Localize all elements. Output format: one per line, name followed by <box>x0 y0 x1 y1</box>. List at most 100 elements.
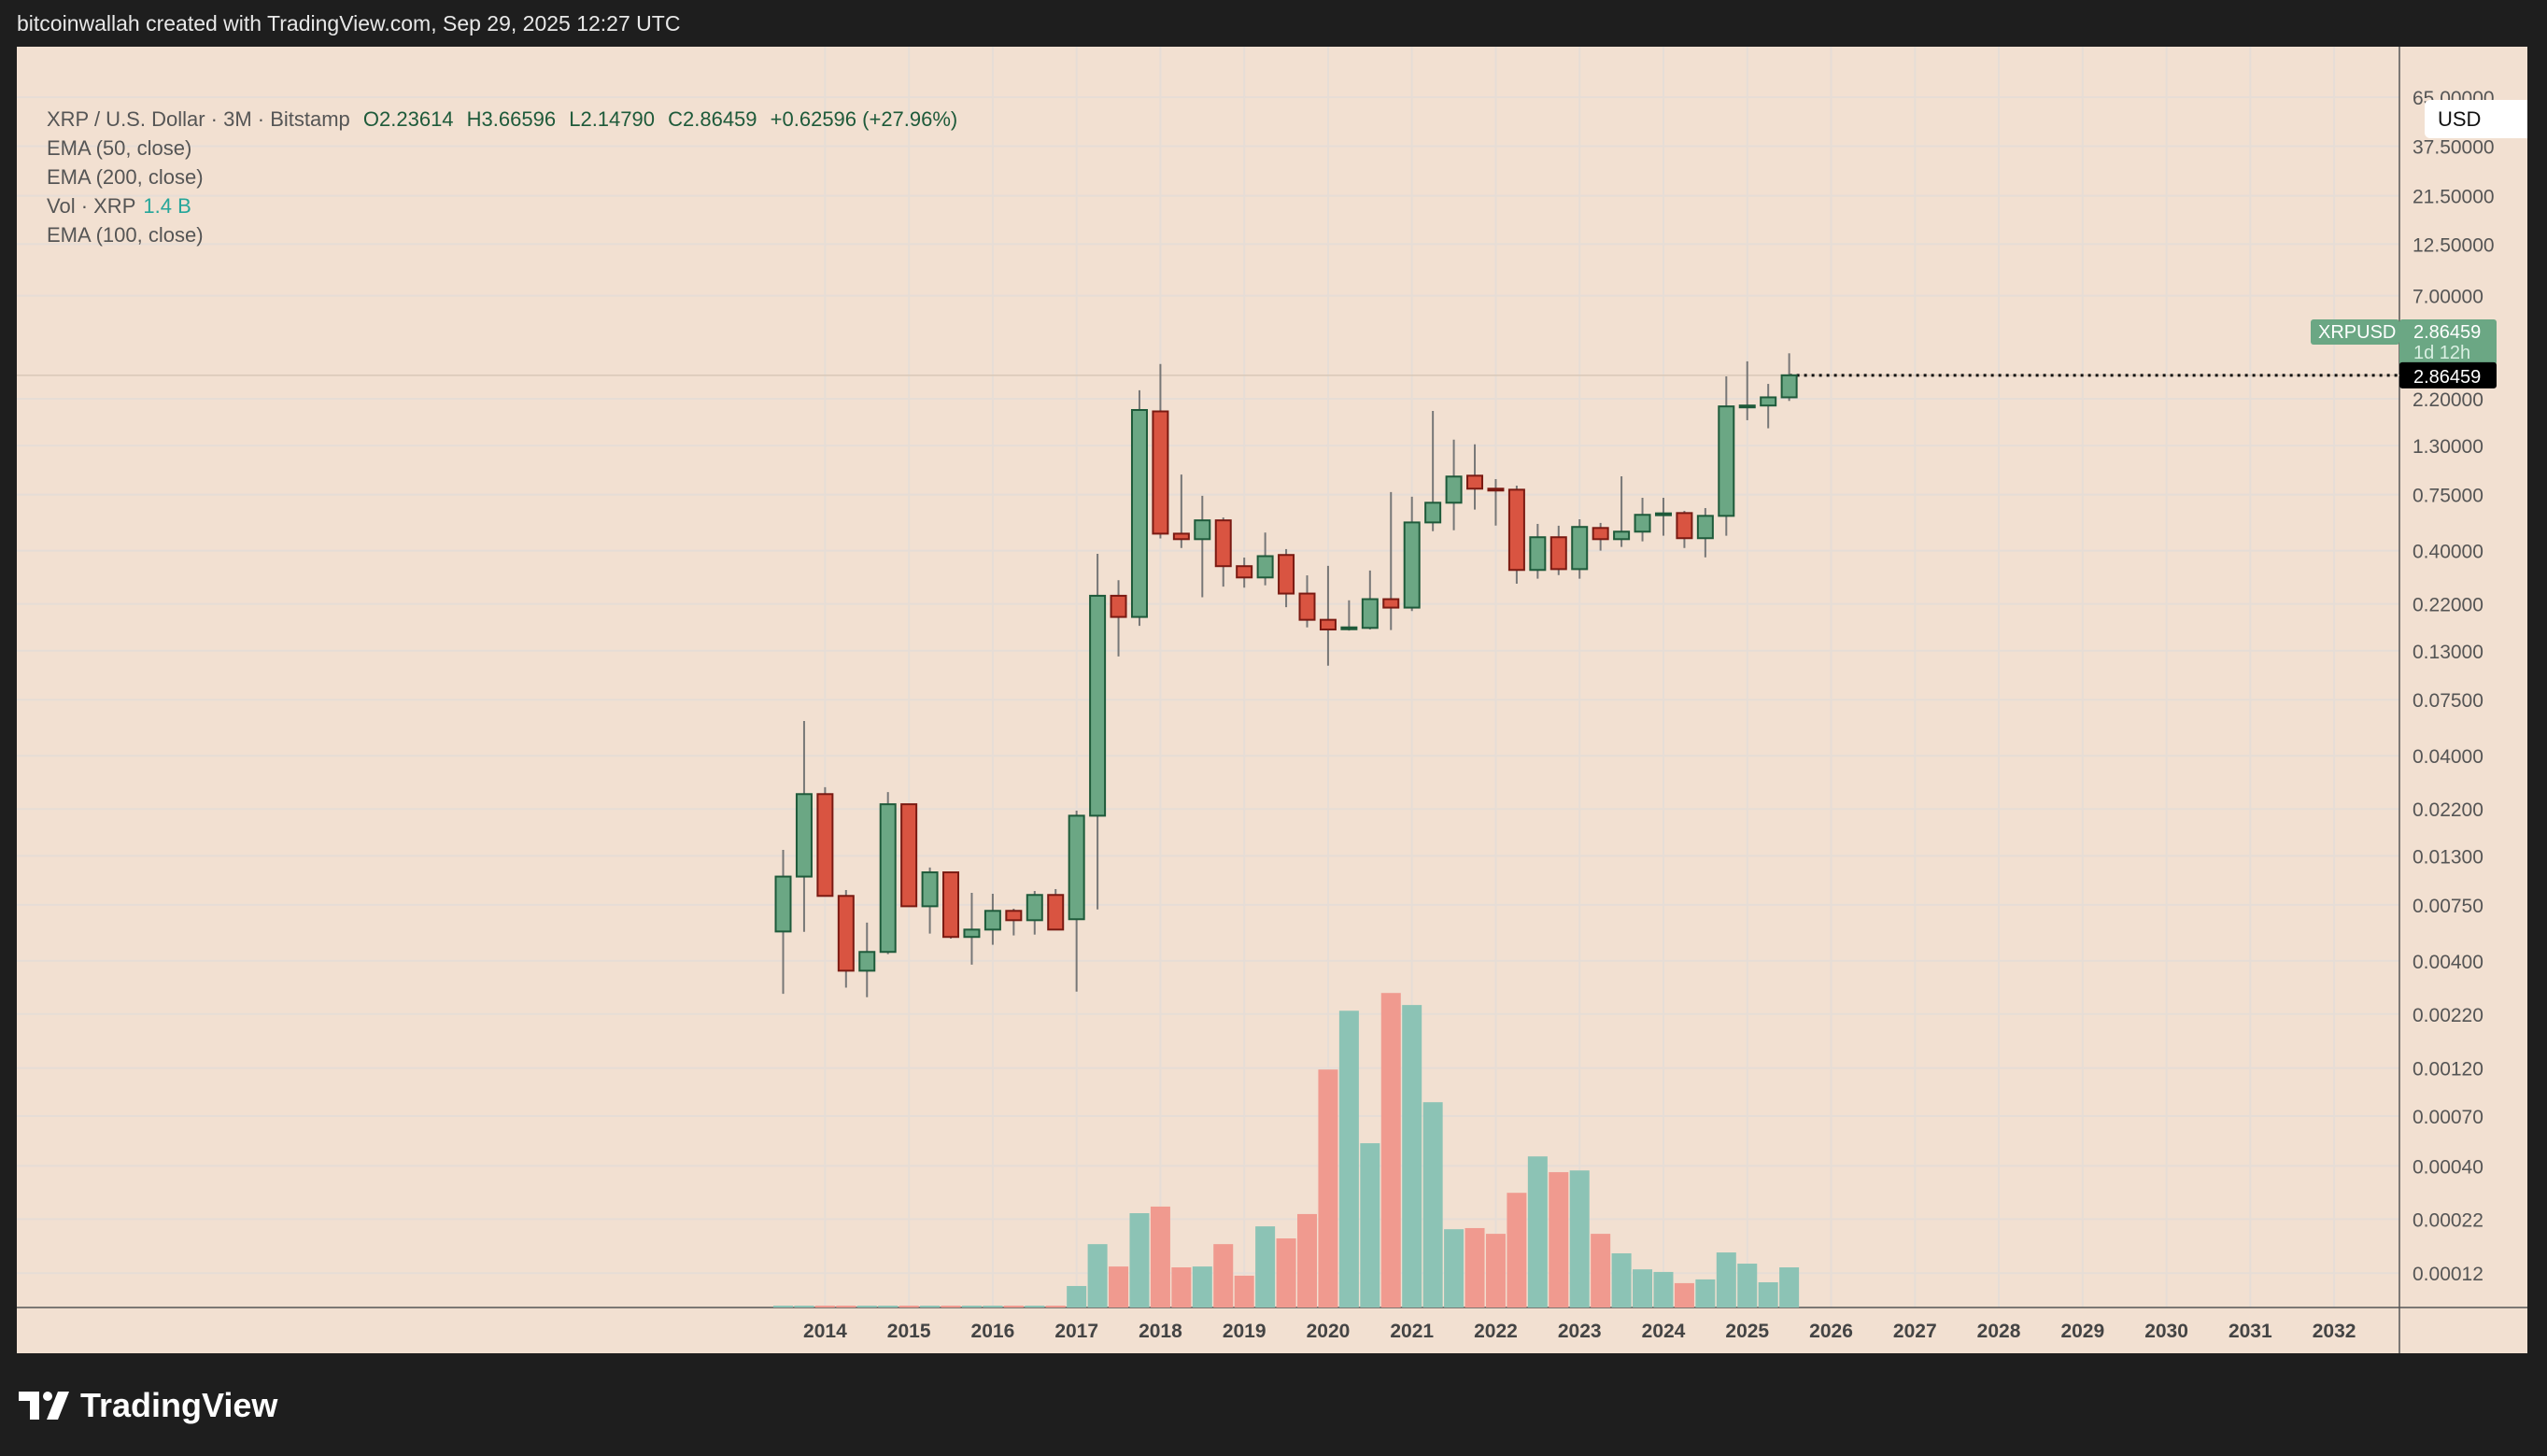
volume-bar <box>1737 1264 1758 1308</box>
price-axis-label: 21.50000 <box>2413 187 2495 208</box>
candle-body <box>1529 536 1547 572</box>
time-axis-label: 2026 <box>1809 1321 1853 1342</box>
volume-bar <box>1549 1172 1569 1308</box>
volume-bar <box>1192 1266 1212 1308</box>
price-axis-label: 0.00070 <box>2413 1107 2483 1128</box>
price-axis-label: 12.50000 <box>2413 234 2495 256</box>
price-axis-label: 0.00400 <box>2413 952 2483 973</box>
time-axis-label: 2018 <box>1139 1321 1182 1342</box>
price-axis-label: 0.00220 <box>2413 1005 2483 1026</box>
indicator-volume[interactable]: Vol · XRP 1.4 B <box>47 191 957 220</box>
volume-bar <box>1527 1156 1548 1308</box>
volume-bar <box>920 1306 941 1308</box>
chart-legend: XRP / U.S. Dollar · 3M · Bitstamp O2.236… <box>47 105 957 249</box>
tradingview-logo[interactable]: TradingView <box>19 1386 277 1425</box>
chart-pane[interactable]: 65.00000 37.50000 21.50000 12.50000 7.00000 2… <box>17 47 2527 1353</box>
volume-bar <box>1485 1234 1506 1308</box>
candle-body <box>816 793 834 898</box>
indicator-ema50[interactable]: EMA (50, close) <box>47 136 192 160</box>
candle-body <box>1298 592 1316 621</box>
volume-bar <box>1380 993 1401 1308</box>
time-axis-label: 2017 <box>1054 1321 1098 1342</box>
candle-body <box>1110 594 1127 618</box>
volume-bar <box>794 1306 814 1308</box>
time-axis-label: 2030 <box>2144 1321 2188 1342</box>
candle-body <box>1634 514 1651 533</box>
price-axis-label: 0.22000 <box>2413 595 2483 616</box>
volume-bar <box>899 1306 919 1308</box>
volume-bar <box>773 1306 793 1308</box>
candle-body <box>1654 512 1672 516</box>
time-axis-label: 2022 <box>1474 1321 1518 1342</box>
symbol-title: XRP / U.S. Dollar · 3M · Bitstamp <box>47 107 350 131</box>
candle-body <box>1466 474 1484 490</box>
candle-body <box>1278 554 1295 595</box>
time-axis-label: 2032 <box>2313 1321 2356 1342</box>
candle-body <box>1696 515 1714 540</box>
volume-bar <box>1276 1238 1296 1308</box>
time-axis-label: 2021 <box>1390 1321 1434 1342</box>
currency-button[interactable]: USD <box>2425 100 2527 138</box>
indicator-ema100[interactable]: EMA (100, close) <box>47 223 204 247</box>
candle-body <box>1026 894 1043 922</box>
candle-body <box>1738 404 1756 409</box>
volume-bar <box>1779 1267 1800 1308</box>
volume-bar <box>1465 1227 1485 1308</box>
volume-bar <box>1695 1279 1716 1308</box>
candlestick-chart[interactable]: 65.0000037.5000021.5000012.500007.000002… <box>17 47 2527 1353</box>
candle-body <box>1424 502 1442 524</box>
time-axis-label: 2027 <box>1893 1321 1937 1342</box>
price-axis-label: 0.04000 <box>2413 746 2483 768</box>
volume-bar <box>1109 1266 1129 1308</box>
candle-body <box>1676 512 1693 540</box>
candle-body <box>1152 410 1169 535</box>
volume-bar <box>1003 1306 1024 1308</box>
time-axis-label: 2016 <box>971 1321 1015 1342</box>
candle-body <box>1760 396 1777 407</box>
price-axis-label: 0.13000 <box>2413 642 2483 663</box>
price-axis-label: 0.00750 <box>2413 896 2483 917</box>
candle-body <box>983 910 1001 931</box>
candle-body <box>1592 527 1609 541</box>
volume-bar <box>1318 1069 1338 1308</box>
price-axis-label: 0.01300 <box>2413 846 2483 868</box>
volume-value: 1.4 B <box>143 194 191 218</box>
volume-bar <box>1402 1005 1422 1308</box>
volume-bar <box>1297 1213 1317 1308</box>
tradingview-logo-icon <box>19 1392 69 1420</box>
crosshair-price-tag <box>2399 361 2497 389</box>
volume-bar <box>1234 1275 1254 1308</box>
ohlc-change: +0.62596 (+27.96%) <box>770 107 958 131</box>
volume-bar <box>1611 1252 1632 1308</box>
candle-body <box>942 871 960 939</box>
time-axis-label: 2014 <box>803 1321 847 1342</box>
price-axis-label: 0.00012 <box>2413 1264 2483 1285</box>
candle-body <box>963 928 981 939</box>
candle-body <box>1403 521 1421 609</box>
candle-body <box>1361 598 1379 629</box>
indicator-ema200[interactable]: EMA (200, close) <box>47 165 204 189</box>
volume-bar <box>1716 1252 1736 1308</box>
bar-countdown: 1d 12h <box>2413 343 2470 363</box>
volume-bar <box>983 1306 1003 1308</box>
ohlc-high: H3.66596 <box>466 107 557 131</box>
candle-body <box>1340 626 1358 630</box>
candle-body <box>1549 536 1567 571</box>
candle-body <box>1507 488 1525 572</box>
time-axis-label: 2025 <box>1725 1321 1769 1342</box>
candle-body <box>900 803 918 908</box>
price-axis-label: 0.02200 <box>2413 799 2483 821</box>
volume-bar <box>1422 1102 1443 1308</box>
ohlc-close: C2.86459 <box>668 107 757 131</box>
candle-body <box>774 875 792 933</box>
symbol-legend-row[interactable]: XRP / U.S. Dollar · 3M · Bitstamp O2.236… <box>47 105 957 134</box>
time-axis-label: 2028 <box>1977 1321 2021 1342</box>
volume-bar <box>878 1306 899 1308</box>
volume-bar <box>1444 1229 1465 1308</box>
price-axis-label: 0.00120 <box>2413 1059 2483 1081</box>
time-axis-label: 2019 <box>1223 1321 1266 1342</box>
last-price-value: 2.86459 <box>2413 322 2481 343</box>
time-axis-label: 2020 <box>1307 1321 1351 1342</box>
volume-bar <box>1653 1271 1674 1308</box>
ohlc-open: O2.23614 <box>362 107 454 131</box>
